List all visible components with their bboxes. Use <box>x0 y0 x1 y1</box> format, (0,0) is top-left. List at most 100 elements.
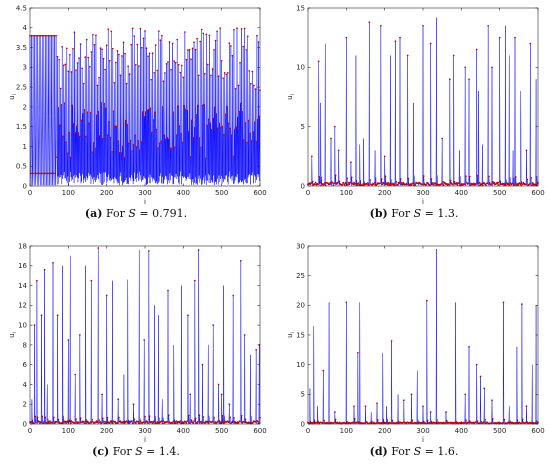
data-point <box>240 28 243 30</box>
data-point <box>185 58 188 61</box>
y-tick-label: 0 <box>23 182 27 190</box>
data-point <box>39 34 42 37</box>
data-point <box>197 249 200 251</box>
caption-c-eq: = 1.4. <box>142 445 180 458</box>
data-point <box>454 421 457 424</box>
data-point <box>456 184 459 186</box>
data-point <box>118 53 120 56</box>
data-point <box>104 420 106 423</box>
data-point <box>101 417 104 420</box>
data-point <box>178 125 181 128</box>
data-point <box>138 422 141 425</box>
data-point <box>167 138 170 141</box>
caption-a-letter: (a) <box>84 207 103 220</box>
data-point <box>243 139 245 141</box>
y-tick-label: 2 <box>23 401 27 409</box>
data-point <box>473 422 476 425</box>
data-point <box>511 182 514 185</box>
data-point <box>333 125 336 128</box>
data-point <box>467 182 470 185</box>
data-point <box>64 63 67 66</box>
data-point <box>229 416 231 419</box>
data-point <box>71 104 74 107</box>
data-point <box>164 138 167 141</box>
y-tick-label: 15 <box>296 331 305 339</box>
data-point <box>350 161 352 164</box>
data-point <box>78 135 81 138</box>
data-point <box>344 422 347 425</box>
data-point <box>531 421 533 424</box>
data-point <box>479 375 482 378</box>
data-point <box>84 56 87 59</box>
data-point <box>91 418 93 421</box>
data-point <box>334 174 337 177</box>
data-point <box>55 421 58 423</box>
data-point <box>430 178 433 180</box>
y-tick-label: 3.5 <box>16 44 27 52</box>
data-point <box>181 141 184 144</box>
data-point <box>187 314 189 317</box>
data-point <box>48 172 51 175</box>
data-point <box>483 387 486 390</box>
y-axis-label-sub: i <box>290 332 296 333</box>
data-point <box>90 51 93 53</box>
data-point <box>216 30 218 33</box>
data-point <box>210 128 213 131</box>
data-point <box>445 419 448 422</box>
data-point <box>167 414 170 417</box>
data-point <box>157 30 160 32</box>
data-point <box>197 74 200 77</box>
data-point <box>128 142 130 145</box>
data-point <box>333 182 335 184</box>
data-point <box>346 421 348 423</box>
data-point <box>72 47 74 50</box>
caption-c-letter: (c) <box>92 445 110 458</box>
data-point <box>491 66 493 69</box>
y-tick-label: 4.5 <box>16 4 27 12</box>
data-point <box>505 182 508 184</box>
data-point <box>53 422 56 425</box>
y-tick-label: 10 <box>296 64 305 72</box>
data-point <box>440 183 443 185</box>
data-point <box>57 107 60 109</box>
data-point <box>172 420 175 423</box>
data-point <box>88 65 91 68</box>
caption-b: (b) For S = 1.3. <box>278 207 550 220</box>
data-point <box>203 73 206 75</box>
data-point <box>153 420 156 423</box>
data-point <box>100 102 103 104</box>
data-point <box>401 183 404 186</box>
data-point <box>82 420 85 423</box>
data-point <box>46 172 49 175</box>
data-point <box>468 346 470 348</box>
data-point <box>207 421 209 423</box>
data-point <box>65 422 67 424</box>
data-point <box>429 422 431 424</box>
data-point <box>86 111 89 114</box>
data-point <box>65 141 67 144</box>
data-point <box>442 180 444 183</box>
data-point <box>69 420 71 423</box>
data-point <box>488 182 491 184</box>
data-point <box>478 181 481 184</box>
data-point <box>99 421 102 423</box>
data-point <box>61 45 64 48</box>
data-point <box>216 127 219 130</box>
x-tick-label: 400 <box>455 427 468 435</box>
data-point <box>65 47 68 50</box>
data-point <box>238 110 241 113</box>
data-point <box>319 181 322 184</box>
data-point <box>207 118 210 121</box>
data-point <box>200 422 203 424</box>
data-point <box>402 421 404 424</box>
data-point <box>246 141 248 144</box>
data-point <box>232 155 235 158</box>
data-point <box>184 31 186 33</box>
data-point <box>111 47 114 50</box>
data-point <box>145 47 148 49</box>
data-point <box>62 64 65 67</box>
data-point <box>37 172 40 175</box>
data-point <box>513 184 516 186</box>
data-point <box>442 184 445 187</box>
data-point <box>75 418 77 420</box>
